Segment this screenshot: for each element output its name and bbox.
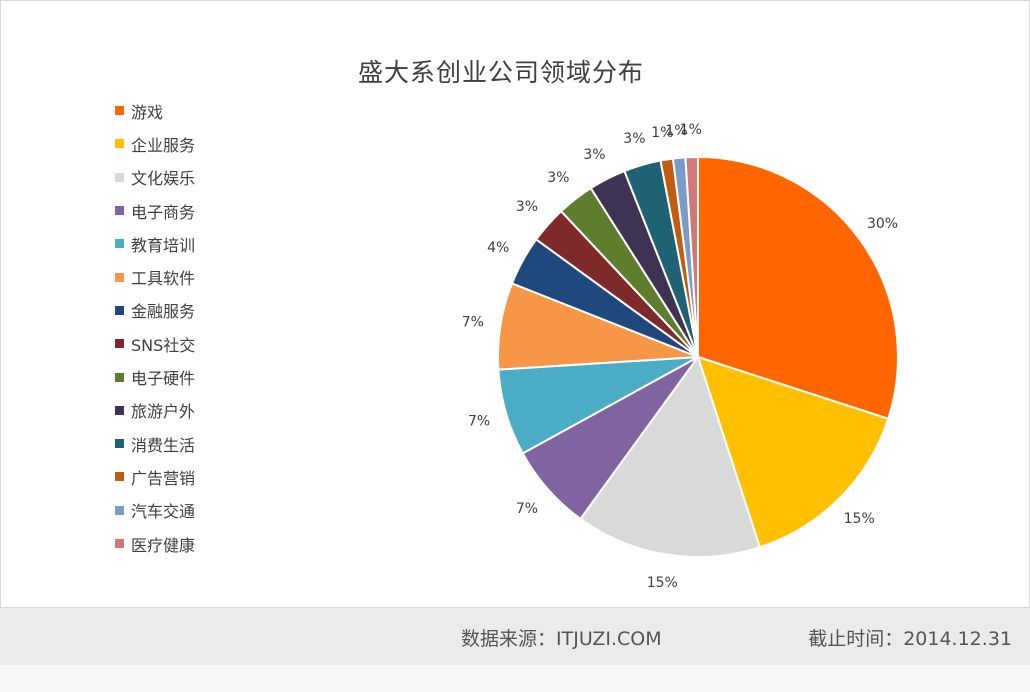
legend-swatch bbox=[115, 472, 124, 482]
legend-item: 旅游户外 bbox=[115, 394, 195, 427]
slice-value-label: 15% bbox=[844, 511, 875, 527]
legend-item: 金融服务 bbox=[115, 294, 195, 327]
slice-value-label: 30% bbox=[867, 216, 898, 232]
legend-item: 医疗健康 bbox=[115, 527, 195, 560]
legend-label: 消费生活 bbox=[131, 435, 196, 455]
legend-label: 医疗健康 bbox=[131, 535, 196, 555]
legend-label: 游戏 bbox=[131, 102, 164, 122]
slice-value-label: 1% bbox=[665, 123, 687, 139]
legend-item: SNS社交 bbox=[115, 327, 195, 360]
cutoff-date-note: 截止时间：2014.12.31 bbox=[808, 628, 1012, 650]
legend-swatch bbox=[115, 106, 124, 116]
slice-value-label: 7% bbox=[462, 314, 484, 330]
slice-value-label: 1% bbox=[651, 125, 673, 141]
legend-swatch bbox=[115, 206, 124, 216]
pie-slice bbox=[696, 355, 890, 549]
legend-label: 广告营销 bbox=[131, 468, 196, 488]
legend-swatch bbox=[115, 239, 124, 249]
slice-value-label: 7% bbox=[468, 414, 490, 430]
legend-item: 消费生活 bbox=[115, 427, 195, 460]
footer-bar: 数据来源：ITJUZI.COM 截止时间：2014.12.31 bbox=[0, 608, 1030, 665]
legend-swatch bbox=[115, 372, 124, 382]
legend-swatch bbox=[115, 272, 124, 282]
slice-value-label: 1% bbox=[680, 122, 702, 138]
legend-item: 游戏 bbox=[115, 94, 195, 127]
slice-value-label: 7% bbox=[516, 501, 538, 517]
legend-item: 电子商务 bbox=[115, 194, 195, 227]
legend-item: 汽车交通 bbox=[115, 494, 195, 527]
chart-title: 盛大系创业公司领域分布 bbox=[357, 58, 644, 87]
legend-swatch bbox=[115, 405, 124, 415]
legend-swatch bbox=[115, 305, 124, 315]
legend-swatch bbox=[115, 172, 124, 182]
legend-item: 广告营销 bbox=[115, 460, 195, 493]
pie-slice bbox=[579, 354, 762, 558]
legend-swatch bbox=[115, 539, 124, 548]
legend-swatch bbox=[115, 505, 124, 515]
legend-label: 金融服务 bbox=[131, 302, 196, 322]
legend-label: 电子硬件 bbox=[131, 369, 196, 389]
slice-value-label: 3% bbox=[516, 199, 538, 215]
legend-swatch bbox=[115, 139, 124, 149]
slice-value-label: 3% bbox=[583, 147, 605, 163]
slice-value-label: 15% bbox=[647, 575, 678, 591]
legend-label: 旅游户外 bbox=[131, 402, 196, 422]
legend-item: 企业服务 bbox=[115, 127, 195, 160]
slice-value-label: 4% bbox=[487, 240, 509, 256]
pie-slice bbox=[684, 155, 699, 358]
legend-label: 教育培训 bbox=[131, 235, 196, 255]
legend-label: 文化娱乐 bbox=[131, 169, 196, 189]
legend-item: 文化娱乐 bbox=[115, 161, 195, 194]
legend-item: 工具软件 bbox=[115, 260, 195, 293]
slice-value-label: 3% bbox=[623, 131, 645, 147]
legend-label: 企业服务 bbox=[131, 135, 196, 155]
slice-value-label: 3% bbox=[547, 170, 569, 186]
pie-slice bbox=[697, 155, 899, 421]
legend-item: 电子硬件 bbox=[115, 360, 195, 393]
legend-item: 教育培训 bbox=[115, 227, 195, 260]
chart-area: 盛大系创业公司领域分布 游戏企业服务文化娱乐电子商务教育培训工具软件金融服务 SN… bbox=[0, 0, 1030, 608]
legend-swatch bbox=[115, 439, 124, 449]
pie-chart: 30%15%15%7%7%7%4%3%3%3%3% 1%1%1% bbox=[462, 122, 899, 591]
data-source-note: 数据来源：ITJUZI.COM bbox=[461, 628, 662, 650]
chart-legend: 游戏企业服务文化娱乐电子商务教育培训工具软件金融服务 SNS社交电子硬件旅游户外消… bbox=[115, 94, 195, 560]
legend-label: 工具软件 bbox=[131, 269, 196, 289]
legend-label: 电子商务 bbox=[131, 202, 196, 222]
legend-label: SNS社交 bbox=[131, 335, 196, 355]
legend-label: 汽车交通 bbox=[131, 502, 196, 522]
legend-swatch bbox=[115, 339, 124, 349]
